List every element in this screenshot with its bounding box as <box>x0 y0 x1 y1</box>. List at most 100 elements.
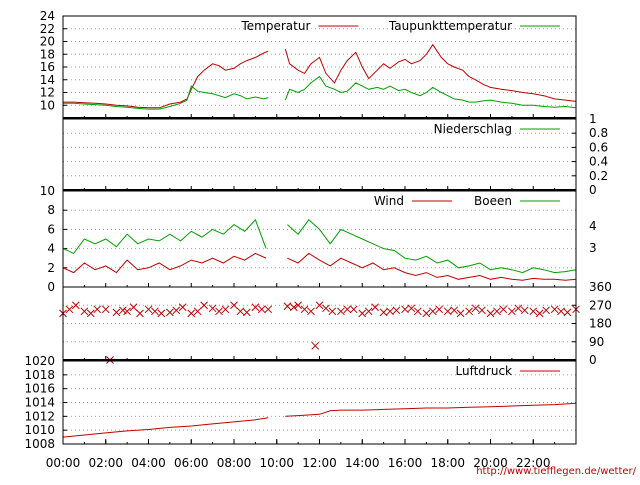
wind-series-0-line <box>62 252 577 281</box>
wind-direction-point-6 <box>101 305 110 314</box>
wind-direction-point-32 <box>289 303 298 312</box>
wind-direction-point-13 <box>144 305 153 314</box>
wind-direction-point-47 <box>386 307 394 316</box>
x-tick-label-8: 16:00 <box>388 456 423 470</box>
wind-direction-point-23 <box>215 307 223 316</box>
precipitation-ytick-label-3: 0.6 <box>589 140 608 154</box>
wind-direction-point-57 <box>456 309 465 318</box>
x-tick-label-6: 12:00 <box>302 456 337 470</box>
pressure-ytick-label-0: 1008 <box>24 437 55 451</box>
wind-direction-point-19 <box>187 309 196 318</box>
wind-direction-point-30 <box>264 305 273 314</box>
x-tick-label-7: 14:00 <box>345 456 380 470</box>
x-tick-label-1: 02:00 <box>88 456 123 470</box>
wind-direction-point-51 <box>413 307 422 316</box>
wind-direction-point-50 <box>407 304 416 313</box>
wind-direction-point-2 <box>71 301 80 310</box>
pressure-series-0-line <box>62 402 577 438</box>
wind-direction-point-49 <box>401 305 409 314</box>
wind-right-label-0: 3 <box>589 241 597 255</box>
wind-direction-point-24 <box>221 305 230 314</box>
wind-direction-point-11 <box>129 303 138 312</box>
x-tick-label-10: 20:00 <box>473 456 508 470</box>
wind-direction-point-25 <box>230 301 238 310</box>
wind-direction-point-34 <box>300 305 309 314</box>
wind-direction-point-1 <box>65 305 74 314</box>
wind-direction-point-61 <box>486 309 495 318</box>
wind-series-1-line <box>62 218 577 274</box>
wind_direction-ytick-label-2: 180 <box>589 317 612 331</box>
wind-direction-point-45 <box>371 303 379 312</box>
wind-direction-point-37 <box>315 301 324 310</box>
temperature-ytick-label-6: 22 <box>40 22 55 36</box>
x-tick-label-9: 18:00 <box>430 456 465 470</box>
wind-direction-point-55 <box>443 307 452 316</box>
wind-direction-point-43 <box>358 309 367 318</box>
source-url-text: http://www.tiefflegen.de/wetter/ <box>476 466 636 477</box>
wind-direction-point-48 <box>392 306 401 315</box>
wind-direction-point-63 <box>499 305 508 314</box>
wind-ytick-label-0: 0 <box>47 280 55 294</box>
wind-ytick-label-5: 10 <box>40 184 55 198</box>
wind-ytick-label-2: 4 <box>47 242 55 256</box>
precipitation-ytick-label-4: 0.8 <box>589 126 608 140</box>
precipitation-ytick-label-5: 1 <box>589 112 597 126</box>
wind-direction-point-70 <box>550 305 559 314</box>
wind-legend-label-1: Boeen <box>474 194 512 208</box>
pressure-legend-label-0: Luftdruck <box>455 364 512 378</box>
wind-direction-point-14 <box>151 307 159 316</box>
temperature-ytick-label-5: 20 <box>40 35 55 49</box>
wind-direction-point-12 <box>136 309 144 318</box>
x-tick-label-3: 06:00 <box>174 456 209 470</box>
wind-direction-point-44 <box>364 307 373 316</box>
wind-right-label-1: 4 <box>589 219 597 233</box>
pressure-ytick-label-1: 1010 <box>24 423 55 437</box>
wind-ytick-label-1: 2 <box>47 261 55 275</box>
wind-direction-point-3 <box>80 307 89 316</box>
x-tick-label-2: 04:00 <box>131 456 166 470</box>
temperature-ytick-label-2: 14 <box>40 73 55 87</box>
wind-direction-point-8 <box>112 308 121 317</box>
x-tick-label-11: 22:00 <box>516 456 551 470</box>
wind-direction-point-4 <box>86 309 95 318</box>
wind_direction-ytick-label-3: 270 <box>589 298 612 312</box>
wind-direction-point-72 <box>563 308 572 317</box>
wind-direction-point-62 <box>493 307 501 316</box>
wind-direction-point-16 <box>166 308 174 317</box>
wind-direction-point-28 <box>251 303 260 312</box>
wind-direction-point-21 <box>200 301 208 310</box>
wind-direction-point-41 <box>343 305 352 314</box>
wind_direction-ytick-label-4: 360 <box>589 280 612 294</box>
wind-direction-point-53 <box>428 307 437 316</box>
wind-direction-point-40 <box>337 307 345 316</box>
wind-direction-point-31 <box>283 302 292 311</box>
wind-ytick-label-4: 8 <box>47 203 55 217</box>
wind-direction-point-39 <box>328 307 337 316</box>
wind-direction-point-29 <box>257 305 266 314</box>
wind-direction-point-56 <box>450 306 459 315</box>
wind-direction-point-59 <box>471 304 480 313</box>
wind_direction-ytick-label-1: 90 <box>589 335 604 349</box>
wind-direction-point-60 <box>478 306 486 315</box>
wind-direction-point-20 <box>193 307 202 316</box>
precipitation-legend-label-0: Niederschlag <box>434 122 512 136</box>
wind-direction-point-64 <box>508 307 516 316</box>
precipitation-ytick-label-2: 0.4 <box>589 155 608 169</box>
temperature-series-1-line <box>63 75 577 110</box>
precipitation-ytick-label-0: 0 <box>589 183 597 197</box>
pressure-ytick-label-2: 1012 <box>24 409 55 423</box>
temperature-ytick-label-3: 16 <box>40 60 55 74</box>
temperature-legend-label-1: Taupunkttemperatur <box>388 19 512 33</box>
pressure-ytick-label-6: 1020 <box>24 354 55 368</box>
wind-direction-point-46 <box>379 308 388 317</box>
wind-direction-point-69 <box>542 306 550 315</box>
wind-direction-point-18 <box>178 303 187 312</box>
temperature-ytick-label-1: 12 <box>40 86 55 100</box>
wind-direction-point-67 <box>529 307 538 316</box>
x-tick-label-4: 08:00 <box>217 456 252 470</box>
wind-direction-point-17 <box>172 306 181 315</box>
wind-direction-point-66 <box>520 306 529 315</box>
pressure-ytick-label-3: 1014 <box>24 396 55 410</box>
